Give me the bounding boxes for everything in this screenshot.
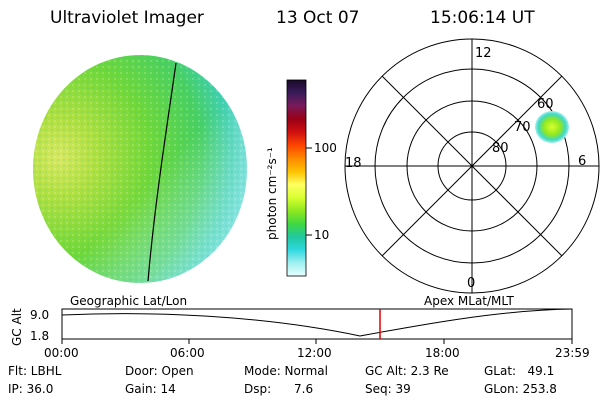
timeline-ytop: 9.0	[30, 308, 50, 322]
timeline-ylabel: GC Alt	[10, 308, 24, 346]
mlt-label-18: 18	[345, 156, 362, 171]
timeline-left-label: Geographic Lat/Lon	[70, 294, 188, 308]
timeline-time-1: 06:00	[170, 346, 205, 360]
timeline-time-4: 23:59	[555, 346, 590, 360]
mlt-label-12: 12	[475, 46, 492, 61]
lat-label-60: 60	[537, 97, 554, 112]
colorbar	[286, 79, 312, 277]
status-mode: Mode: Normal	[244, 364, 328, 378]
terminator-line	[147, 62, 177, 282]
uv-globe-image	[33, 55, 247, 283]
status-seq: Seq: 39	[365, 382, 411, 396]
status-door: Door: Open	[125, 364, 194, 378]
date-label: 13 Oct 07	[276, 8, 360, 28]
colorbar-label-10: 10	[314, 228, 330, 242]
timeline-time-0: 00:00	[44, 346, 79, 360]
colorbar-unit-label: photon cm⁻²s⁻¹	[265, 147, 279, 240]
status-dsp: Dsp: 7.6	[244, 382, 314, 396]
timeline-time-3: 18:00	[425, 346, 460, 360]
status-glon: GLon: 253.8	[484, 382, 557, 396]
timeline-right-label: Apex MLat/MLT	[424, 294, 514, 308]
instrument-title: Ultraviolet Imager	[50, 8, 204, 28]
mlt-label-0: 0	[467, 276, 476, 291]
timeline-time-2: 12:00	[297, 346, 332, 360]
status-glat: GLat: 49.1	[484, 364, 555, 378]
lat-label-80: 80	[492, 141, 509, 156]
status-gcalt: GC Alt: 2.3 Re	[365, 364, 449, 378]
auroral-spot	[535, 111, 569, 143]
timeline-plot	[61, 308, 573, 344]
status-gain: Gain: 14	[125, 382, 176, 396]
status-flt: Flt: LBHL	[8, 364, 62, 378]
lat-label-70: 70	[514, 120, 531, 135]
colorbar-label-100: 100	[314, 141, 337, 155]
status-ip: IP: 36.0	[8, 382, 54, 396]
mlt-label-6: 6	[578, 154, 587, 169]
timeline-ybottom: 1.8	[30, 329, 50, 343]
polar-mlt-plot	[344, 38, 600, 294]
time-label: 15:06:14 UT	[430, 8, 535, 28]
